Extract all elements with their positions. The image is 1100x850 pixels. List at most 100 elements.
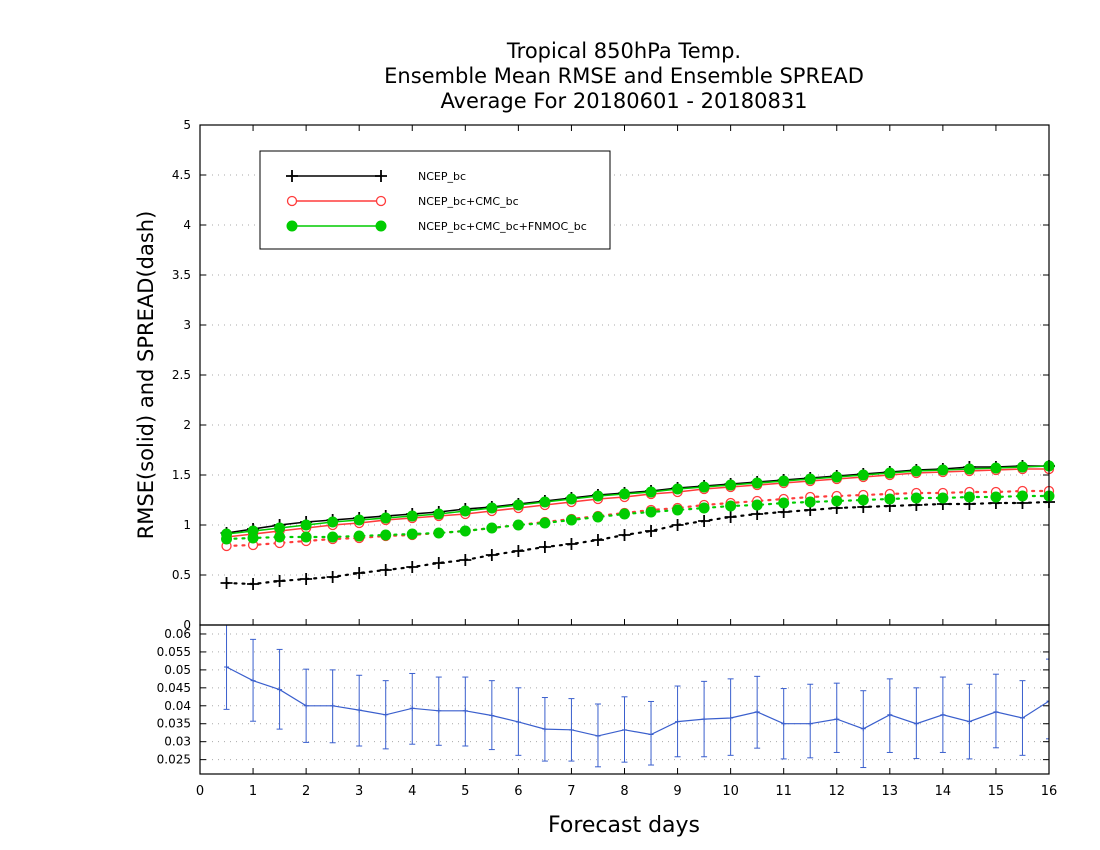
data-point: [990, 491, 1002, 503]
data-point: [618, 529, 631, 541]
data-point: [459, 554, 472, 566]
x-tick-label: 3: [355, 784, 363, 799]
x-tick-label: 7: [567, 784, 575, 799]
legend-marker: [286, 170, 298, 182]
y-tick-label: 1.5: [172, 468, 191, 482]
y-axis-label: RMSE(solid) and SPREAD(dash): [134, 211, 158, 540]
data-point: [937, 492, 949, 504]
data-point: [485, 549, 498, 561]
difference-point: [860, 726, 866, 732]
data-point: [804, 473, 816, 485]
difference-point: [728, 715, 734, 721]
x-tick-label: 5: [461, 784, 469, 799]
difference-point: [515, 719, 521, 725]
chart-title-line-3: Average For 20180601 - 20180831: [440, 89, 807, 113]
x-tick-label: 4: [408, 784, 416, 799]
x-tick-label: 6: [514, 784, 522, 799]
x-tick-label: 10: [722, 784, 739, 799]
spread-line-1: [225, 500, 1051, 586]
data-point: [671, 519, 684, 531]
difference-point: [1019, 715, 1025, 721]
data-point: [698, 502, 710, 514]
y-tick-label: 2.5: [172, 368, 191, 382]
difference-point: [940, 712, 946, 718]
difference-series-group: [223, 625, 1049, 769]
difference-point: [542, 726, 548, 732]
data-point: [884, 467, 896, 479]
difference-point: [409, 705, 415, 711]
data-point: [565, 538, 578, 550]
data-point: [592, 511, 604, 523]
data-point: [539, 517, 551, 529]
data-point: [327, 516, 339, 528]
data-point: [273, 575, 286, 587]
y-tick-label: 5: [183, 118, 191, 132]
legend-marker: [375, 170, 387, 182]
data-point: [1016, 461, 1028, 473]
data-point: [353, 514, 365, 526]
data-point: [459, 525, 471, 537]
x-tick-label: 1: [249, 784, 257, 799]
difference-point: [675, 719, 681, 725]
data-point: [433, 527, 445, 539]
spread-line-5: [225, 494, 1051, 541]
y-tick-label: 0.035: [157, 717, 191, 731]
x-tick-label: 9: [673, 784, 681, 799]
legend-marker: [286, 195, 298, 207]
data-point: [221, 533, 233, 545]
data-point: [353, 567, 366, 579]
data-point: [857, 469, 869, 481]
y-tick-label: 0.05: [164, 663, 191, 677]
legend-label: NCEP_bc+CMC_bc: [418, 195, 519, 208]
data-point: [751, 499, 763, 511]
data-point: [831, 495, 843, 507]
difference-point: [754, 709, 760, 715]
y-tick-label: 0.045: [157, 681, 191, 695]
difference-point: [330, 703, 336, 709]
data-point: [486, 502, 498, 514]
difference-point: [1046, 698, 1049, 704]
data-point: [725, 500, 737, 512]
series-line-NCEP_bc+CMC_bc: [226, 468, 1049, 538]
y-tick-label: 0.025: [157, 753, 191, 767]
data-point: [300, 531, 312, 543]
data-point: [538, 541, 551, 553]
legend-box: [259, 150, 611, 250]
y-tick-label: 3.5: [172, 268, 191, 282]
data-point: [698, 481, 710, 493]
data-point: [831, 471, 843, 483]
rmse-spread-panel: 0 0.5 1 1.5 2 2.5 3 3.5 4 4.5 5: [172, 118, 1055, 632]
x-tick-label: 12: [828, 784, 845, 799]
x-axis-label: Forecast days: [548, 813, 700, 838]
legend-label: NCEP_bc: [418, 170, 466, 183]
legend-marker: [375, 195, 387, 207]
data-point: [698, 515, 711, 527]
difference-point: [648, 732, 654, 738]
data-point: [804, 496, 816, 508]
data-point: [406, 561, 419, 573]
data-point: [591, 534, 604, 546]
y-tick-label: 3: [183, 318, 191, 332]
difference-point: [622, 727, 627, 733]
x-tick-label: 2: [302, 784, 310, 799]
legend-marker: [286, 220, 298, 232]
data-point: [884, 493, 896, 505]
difference-point: [436, 708, 442, 714]
data-point: [353, 530, 365, 542]
data-point: [937, 464, 949, 476]
legend-label: NCEP_bc+CMC_bc+FNMOC_bc: [418, 220, 587, 233]
y-tick-label: 4: [183, 218, 191, 232]
legend: NCEP_bc NCEP_bc+CMC_bc NCEP_bc+CMC_bc+FNMO…: [259, 150, 611, 250]
data-point: [406, 528, 418, 540]
data-point: [379, 564, 392, 576]
data-point: [565, 514, 577, 526]
x-tick-label: 11: [775, 784, 792, 799]
data-point: [512, 519, 524, 531]
difference-point: [887, 712, 893, 718]
difference-point: [807, 721, 813, 727]
x-tick-label: 13: [882, 784, 899, 799]
data-point: [592, 490, 604, 502]
data-point: [910, 465, 922, 477]
y-tick-label: 0.04: [164, 699, 191, 713]
data-point: [778, 475, 790, 487]
